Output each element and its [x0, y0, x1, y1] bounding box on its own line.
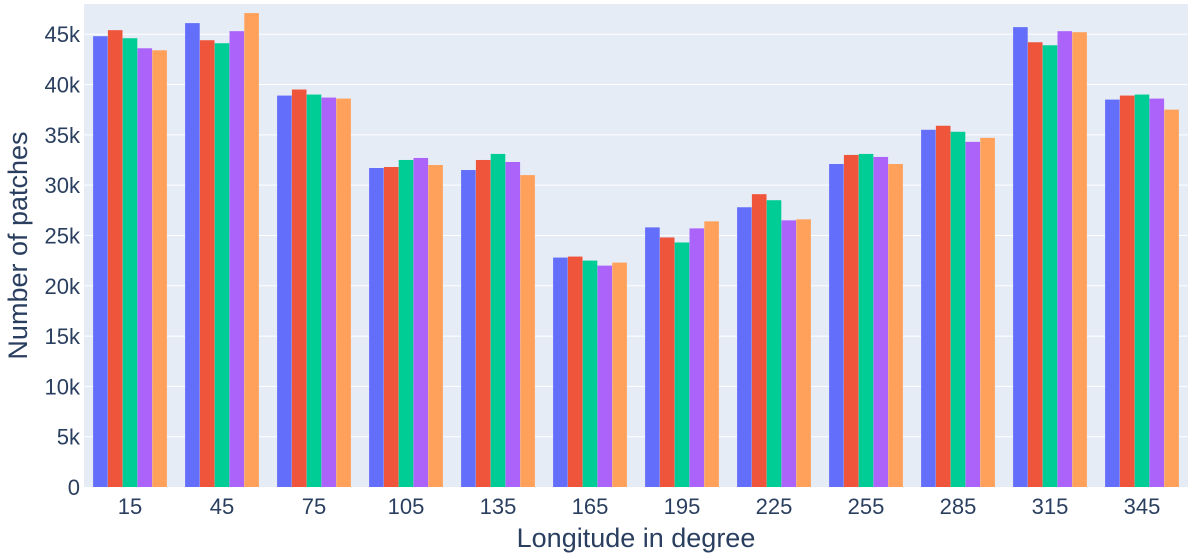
- bar: [199, 40, 215, 487]
- y-tick-label: 45k: [45, 22, 81, 47]
- bar: [781, 220, 797, 487]
- bar: [137, 48, 153, 488]
- y-axis-ticks: 0 5k 10k 15k 20k 25k 30k 35k 40k 45k: [45, 22, 81, 500]
- bar: [645, 227, 660, 487]
- bar: [461, 170, 476, 487]
- bar: [1105, 99, 1120, 487]
- bar: [612, 262, 627, 487]
- bar: [383, 167, 399, 487]
- bar: [336, 98, 351, 487]
- bar: [737, 207, 752, 487]
- bar: [950, 131, 966, 488]
- bar: [965, 141, 981, 488]
- bar: [1027, 42, 1043, 488]
- bar: [291, 89, 307, 487]
- bar: [597, 265, 613, 488]
- bar: [185, 23, 200, 488]
- x-axis-ticks: 15 45 75 105 135 165 195 225 255 285 315 345: [118, 494, 1161, 519]
- bar: [475, 159, 491, 487]
- bar: [152, 50, 167, 487]
- bar: [1134, 94, 1150, 487]
- bar: [122, 38, 138, 488]
- bar: [873, 156, 889, 487]
- bar: [751, 194, 767, 487]
- bar: [244, 13, 259, 488]
- x-tick-label: 165: [572, 494, 609, 519]
- bar: [829, 163, 844, 488]
- x-tick-label: 345: [1124, 494, 1161, 519]
- x-tick-label: 105: [388, 494, 425, 519]
- bar: [921, 129, 936, 487]
- bar: [858, 153, 874, 487]
- bar: [277, 95, 292, 487]
- bar: [980, 137, 995, 487]
- y-tick-label: 15k: [45, 324, 81, 349]
- bar: [659, 237, 675, 487]
- x-tick-label: 255: [848, 494, 885, 519]
- y-tick-label: 30k: [45, 173, 81, 198]
- bar: [1042, 45, 1058, 487]
- bar: [321, 97, 337, 487]
- x-tick-label: 225: [756, 494, 793, 519]
- bar: [888, 163, 903, 488]
- x-tick-label: 315: [1032, 494, 1069, 519]
- y-tick-label: 0: [68, 475, 80, 500]
- bar: [413, 157, 429, 487]
- bar: [935, 125, 951, 487]
- bar: [505, 161, 521, 488]
- y-tick-label: 5k: [57, 425, 81, 450]
- x-tick-label: 285: [940, 494, 977, 519]
- bar: [796, 219, 811, 487]
- bars: [93, 13, 1179, 488]
- y-tick-label: 25k: [45, 223, 81, 248]
- bar: [107, 30, 123, 487]
- bar: [369, 168, 384, 487]
- bar: [704, 221, 719, 487]
- bar: [306, 94, 322, 487]
- bar: [1149, 98, 1165, 487]
- bar: [520, 175, 535, 487]
- bar: [674, 242, 690, 487]
- x-tick-label: 135: [480, 494, 517, 519]
- bar: [229, 31, 245, 487]
- y-tick-label: 35k: [45, 123, 81, 148]
- bar: [1072, 32, 1087, 488]
- bar: [214, 43, 230, 488]
- x-tick-label: 15: [118, 494, 142, 519]
- gridlines: [84, 33, 1188, 438]
- bar: [93, 36, 108, 487]
- x-tick-label: 75: [302, 494, 326, 519]
- bar: [398, 159, 414, 487]
- x-axis-title: Longitude in degree: [517, 523, 756, 553]
- x-tick-label: 45: [210, 494, 234, 519]
- y-tick-label: 20k: [45, 274, 81, 299]
- bar: [553, 257, 568, 487]
- y-tick-label: 10k: [45, 374, 81, 399]
- bar: [689, 228, 705, 487]
- x-tick-label: 195: [664, 494, 701, 519]
- bar: [1164, 109, 1179, 487]
- bar: [766, 200, 782, 487]
- bar: [1013, 27, 1028, 487]
- y-axis-title: Number of patches: [3, 131, 33, 359]
- bar: [567, 256, 583, 487]
- bar: [1057, 31, 1073, 487]
- bar: [428, 165, 443, 487]
- bar: [1119, 95, 1135, 487]
- bar: [582, 260, 598, 487]
- bar: [490, 153, 506, 487]
- bar: [843, 154, 859, 487]
- y-tick-label: 40k: [45, 73, 81, 98]
